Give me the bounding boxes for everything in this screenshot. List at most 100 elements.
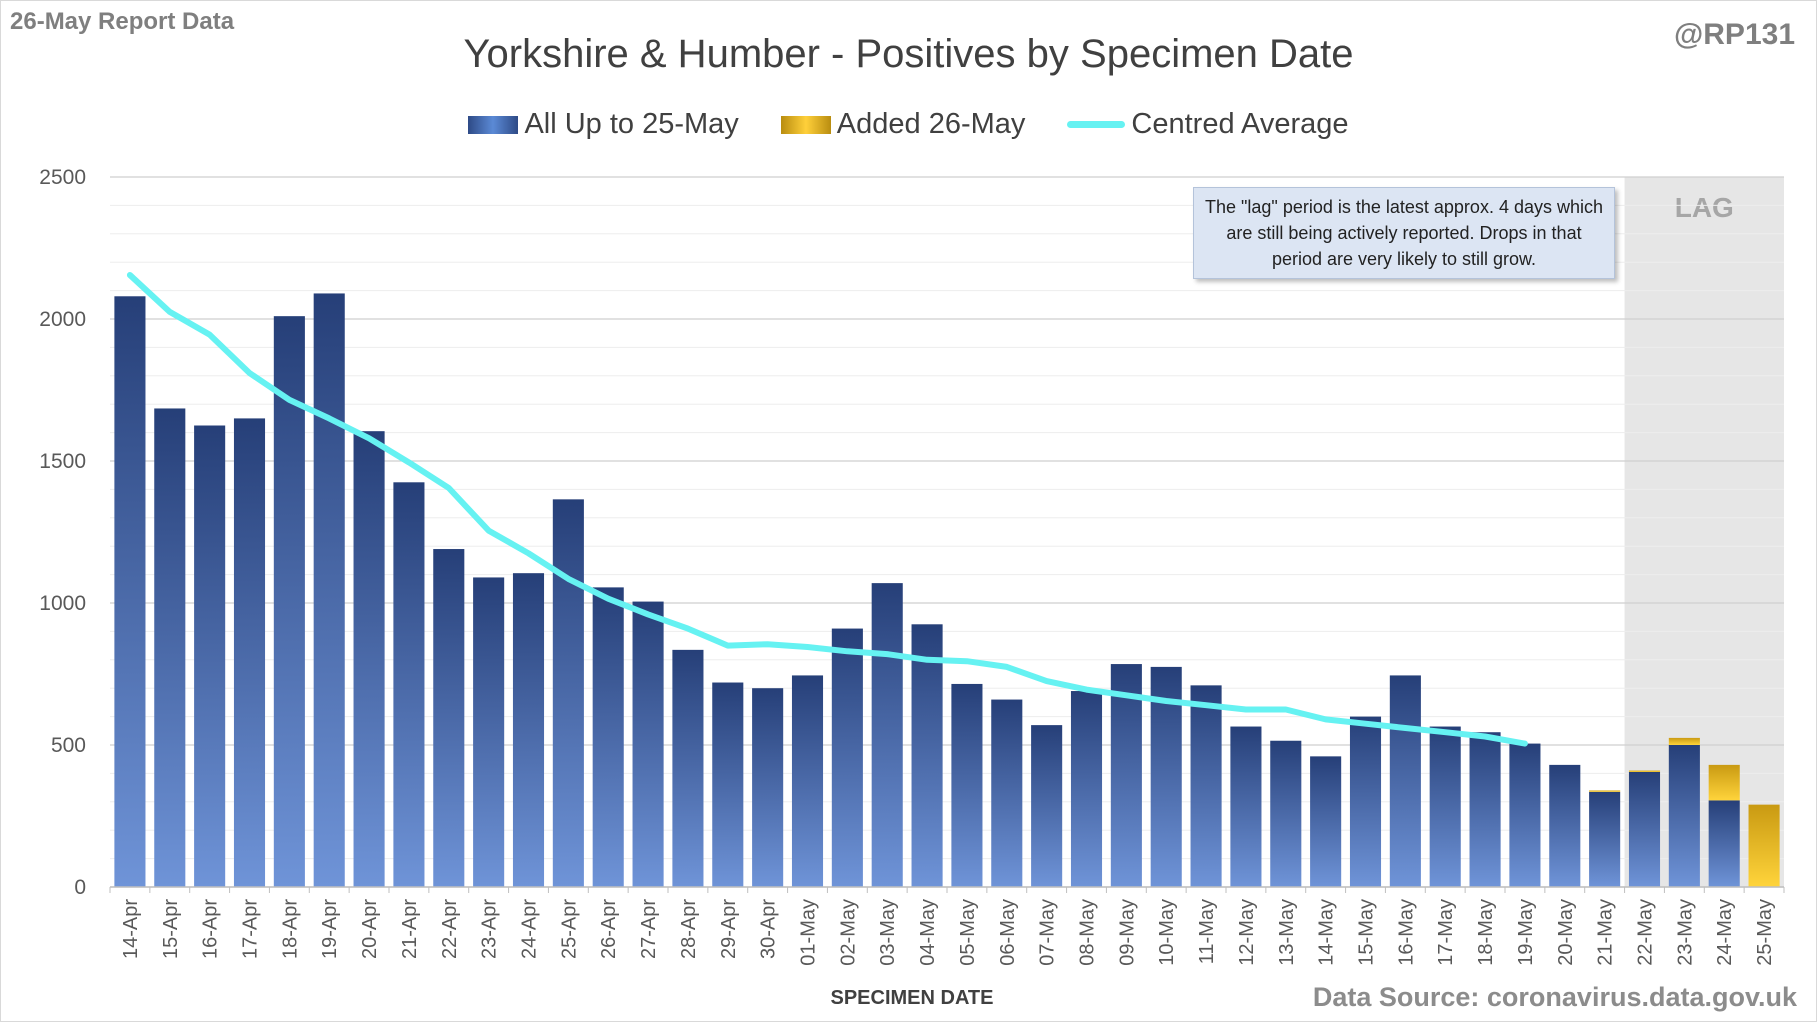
bar-all-up-to <box>1469 732 1501 887</box>
y-tick-label: 2500 <box>39 166 86 189</box>
bar-all-up-to <box>433 549 465 887</box>
bar-all-up-to <box>313 293 345 887</box>
x-tick-label: 20-Apr <box>359 899 381 959</box>
lag-label: LAG <box>1675 192 1734 223</box>
bar-all-up-to <box>233 418 266 887</box>
x-tick-label: 07-May <box>1037 899 1059 966</box>
legend-item-added: Added 26-May <box>780 108 1026 141</box>
x-tick-label: 30-Apr <box>758 899 780 959</box>
bar-all-up-to <box>1589 791 1621 887</box>
bar-all-up-to <box>1549 764 1581 887</box>
bar-all-up-to <box>1031 725 1063 887</box>
x-tick-label: 27-Apr <box>638 899 660 959</box>
x-tick-label: 08-May <box>1077 899 1099 966</box>
bar-all-up-to <box>114 296 146 887</box>
bar-all-up-to <box>1708 800 1740 887</box>
legend-swatch-gold <box>780 115 831 134</box>
bar-all-up-to <box>712 682 744 887</box>
x-tick-label: 11-May <box>1196 899 1218 964</box>
bar-all-up-to <box>1190 685 1222 887</box>
bar-added <box>1668 737 1700 745</box>
chart-title: Yorkshire & Humber - Positives by Specim… <box>463 32 1354 76</box>
legend-label-average: Centred Average <box>1131 108 1349 140</box>
author-handle: @RP131 <box>1674 18 1795 51</box>
legend-item-all-up-to: All Up to 25-May <box>468 108 739 141</box>
x-tick-label: 28-Apr <box>678 899 700 959</box>
bar-all-up-to <box>752 688 784 887</box>
lag-note: The "lag" period is the latest approx. 4… <box>1193 187 1615 279</box>
centred-average-line <box>126 272 1528 747</box>
x-tick-label: 26-Apr <box>598 899 620 959</box>
bar-added <box>1589 790 1621 792</box>
bar-all-up-to <box>1270 740 1302 887</box>
x-tick-label: 21-May <box>1595 899 1617 966</box>
bar-all-up-to <box>154 408 186 887</box>
bar-added <box>1708 764 1740 801</box>
x-tick-label: 15-Apr <box>160 899 182 959</box>
bar-added <box>1748 804 1780 887</box>
bar-all-up-to <box>911 624 943 887</box>
x-tick-label: 02-May <box>837 899 859 966</box>
x-tick-label: 25-Apr <box>558 899 580 959</box>
x-tick-label: 15-May <box>1356 899 1378 966</box>
bar-all-up-to <box>831 628 863 887</box>
bar-all-up-to <box>871 583 903 887</box>
data-source: Data Source: coronavirus.data.gov.uk <box>1312 982 1797 1012</box>
report-label: 26-May Report Data <box>10 8 235 35</box>
x-tick-label: 04-May <box>917 899 939 966</box>
x-tick-label: 06-May <box>997 899 1019 966</box>
x-tick-label: 03-May <box>877 899 899 966</box>
bar-all-up-to <box>393 482 425 887</box>
legend-label-added: Added 26-May <box>836 108 1026 140</box>
y-tick-label: 500 <box>51 734 86 757</box>
bar-all-up-to <box>473 577 505 887</box>
lag-shading <box>1624 177 1784 887</box>
bar-all-up-to <box>1310 756 1342 887</box>
x-tick-label: 13-May <box>1276 899 1298 966</box>
x-tick-label: 25-May <box>1754 899 1776 966</box>
x-tick-label: 18-Apr <box>279 899 301 959</box>
chart-legend: All Up to 25-May Added 26-May Centred Av… <box>0 108 1817 141</box>
bar-all-up-to <box>194 425 226 887</box>
x-tick-label: 01-May <box>798 899 820 966</box>
bar-all-up-to <box>1110 664 1142 887</box>
y-tick-label: 0 <box>74 876 86 899</box>
bar-all-up-to <box>1668 745 1700 887</box>
x-tick-label: 12-May <box>1236 899 1258 966</box>
x-tick-label: 22-May <box>1635 899 1657 966</box>
y-tick-label: 2000 <box>39 308 86 331</box>
y-tick-label: 1000 <box>39 592 86 615</box>
legend-swatch-line <box>1067 121 1126 128</box>
x-tick-label: 23-May <box>1674 899 1696 966</box>
x-tick-label: 16-May <box>1395 899 1417 966</box>
bar-all-up-to <box>512 573 545 887</box>
x-tick-label: 29-Apr <box>718 899 740 959</box>
x-tick-label: 19-May <box>1515 899 1537 966</box>
x-tick-label: 22-Apr <box>439 899 461 959</box>
x-tick-label: 09-May <box>1116 899 1138 966</box>
x-tick-label: 17-Apr <box>240 899 262 959</box>
bar-all-up-to <box>592 587 624 887</box>
x-tick-label: 14-May <box>1316 899 1338 966</box>
x-tick-label: 17-May <box>1435 899 1457 966</box>
bar-all-up-to <box>672 649 704 887</box>
x-tick-label: 24-Apr <box>519 899 541 959</box>
x-tick-label: 14-Apr <box>120 899 142 959</box>
y-tick-label: 1500 <box>39 450 86 473</box>
x-axis-title: SPECIMEN DATE <box>831 987 994 1009</box>
bar-all-up-to <box>632 601 664 887</box>
bar-all-up-to <box>1230 726 1262 887</box>
x-tick-label: 18-May <box>1475 899 1497 966</box>
bar-all-up-to <box>1509 743 1541 887</box>
x-tick-label: 20-May <box>1555 899 1577 966</box>
bar-all-up-to <box>1389 675 1421 887</box>
x-tick-label: 21-Apr <box>399 899 421 959</box>
bar-all-up-to <box>791 675 824 887</box>
bar-all-up-to <box>1349 716 1382 887</box>
bar-all-up-to <box>552 499 584 887</box>
bar-added <box>1628 770 1661 772</box>
x-tick-label: 24-May <box>1714 899 1736 966</box>
x-tick-label: 19-Apr <box>319 899 341 959</box>
bar-all-up-to <box>1070 691 1103 887</box>
